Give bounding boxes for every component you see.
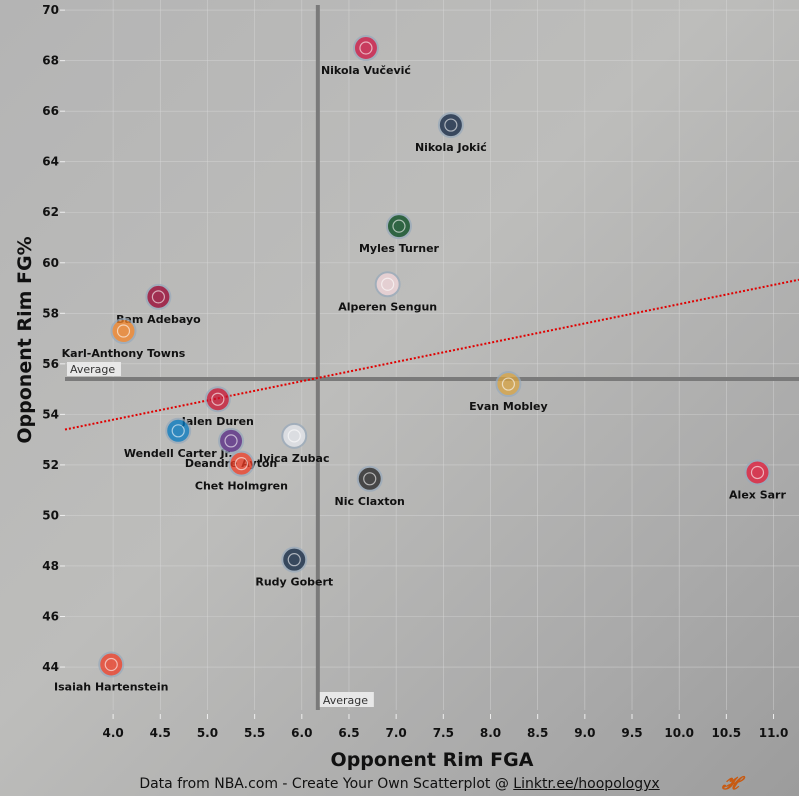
point-label: Ivica Zubac (259, 452, 329, 465)
y-tick-label: 50 (42, 508, 59, 522)
point-label: Jalen Duren (181, 415, 254, 428)
data-point (744, 459, 771, 486)
team-logo-icon (359, 41, 373, 55)
y-tick-label: 48 (42, 559, 59, 573)
data-point (352, 35, 379, 62)
x-tick-label: 9.5 (621, 726, 642, 740)
y-tick-label: 60 (42, 256, 59, 270)
data-point (495, 371, 522, 398)
x-tick-label: 7.5 (433, 726, 454, 740)
data-point (281, 546, 308, 573)
point-label: Myles Turner (359, 242, 440, 255)
footer: Data from NBA.com - Create Your Own Scat… (0, 776, 799, 792)
y-tick-label: 44 (42, 660, 59, 674)
point-label: Bam Adebayo (116, 313, 201, 326)
team-logo-icon (444, 118, 458, 132)
point-label: Chet Holmgren (195, 480, 288, 493)
y-tick-label: 68 (42, 54, 59, 68)
data-point (356, 465, 383, 492)
team-logo-icon (381, 277, 395, 291)
point-label: Alperen Sengun (338, 300, 437, 313)
y-axis-title: Opponent Rim FG% (14, 236, 36, 443)
y-tick-label: 56 (42, 357, 59, 371)
average-x-label-bg (319, 692, 374, 707)
point-label: Nikola Vučević (321, 64, 411, 77)
average-x-label: Average (323, 694, 368, 707)
team-logo-icon (363, 472, 377, 486)
y-tick-label: 70 (42, 3, 59, 17)
x-tick-label: 4.5 (150, 726, 171, 740)
y-tick-label: 62 (42, 205, 59, 219)
average-y-label: Average (70, 363, 115, 376)
data-point (98, 651, 125, 678)
y-tick-label: 64 (42, 155, 59, 169)
point-label: Evan Mobley (469, 400, 548, 413)
point-label: Nikola Jokić (415, 141, 487, 154)
footer-text: Data from NBA.com - Create Your Own Scat… (139, 776, 514, 792)
team-logo-icon (171, 424, 185, 438)
team-logo-icon (287, 553, 301, 567)
point-label: Karl-Anthony Towns (62, 347, 186, 360)
data-point (437, 112, 464, 139)
data-point (165, 417, 192, 444)
team-logo-icon (224, 434, 238, 448)
data-point (228, 450, 255, 477)
data-point (110, 317, 137, 344)
x-tick-label: 8.0 (480, 726, 501, 740)
point-label: Alex Sarr (729, 488, 786, 501)
data-point (218, 427, 245, 454)
x-tick-label: 11.0 (759, 726, 789, 740)
team-logo-icon (501, 377, 516, 391)
trend-line (64, 278, 799, 431)
data-point (385, 213, 412, 240)
point-label: Wendell Carter Jr. (124, 447, 233, 460)
team-logo-icon (211, 392, 225, 406)
team-logo-icon (104, 657, 118, 672)
x-tick-label: 5.0 (197, 726, 218, 740)
x-tick-label: 4.0 (102, 726, 123, 740)
x-tick-label: 10.5 (712, 726, 742, 740)
x-tick-label: 7.0 (386, 726, 407, 740)
data-point (281, 422, 308, 449)
point-label: Isaiah Hartenstein (54, 681, 168, 694)
y-tick-label: 54 (42, 407, 59, 421)
y-tick-label: 52 (42, 458, 59, 472)
data-point (145, 283, 172, 310)
hoopology-logo: 𝓗 (722, 773, 739, 794)
x-tick-label: 9.0 (574, 726, 595, 740)
point-label: Nic Claxton (335, 495, 405, 508)
x-tick-label: 10.0 (664, 726, 694, 740)
data-point (374, 271, 401, 298)
y-tick-label: 58 (42, 306, 59, 320)
team-logo-icon (116, 324, 131, 338)
team-logo-icon (151, 290, 166, 304)
y-tick-label: 66 (42, 104, 59, 118)
team-logo-icon (750, 465, 765, 480)
x-tick-label: 8.5 (527, 726, 548, 740)
average-y-label-bg (67, 362, 121, 377)
team-logo-icon (392, 219, 406, 233)
footer-link[interactable]: Linktr.ee/hoopologyx (513, 776, 660, 792)
x-tick-label: 6.0 (291, 726, 312, 740)
x-axis-title: Opponent Rim FGA (331, 749, 534, 771)
team-logo-icon (234, 457, 249, 471)
point-label: Rudy Gobert (255, 576, 333, 589)
x-tick-label: 5.5 (244, 726, 265, 740)
team-logo-icon (287, 429, 301, 443)
x-tick-label: 6.5 (338, 726, 359, 740)
y-tick-label: 46 (42, 610, 59, 624)
data-point (204, 386, 231, 413)
